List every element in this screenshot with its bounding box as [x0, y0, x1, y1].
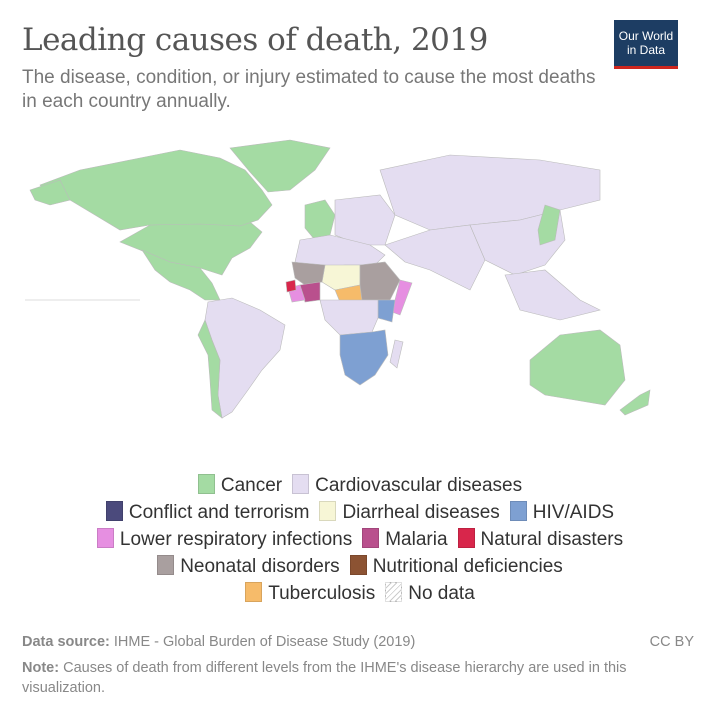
legend-label: Natural disasters	[480, 529, 624, 550]
legend-label: No data	[408, 583, 475, 604]
legend-item-neonatal[interactable]: Neonatal disorders	[157, 553, 340, 580]
legend-label: Lower respiratory infections	[119, 529, 353, 550]
legend-item-tuberculosis[interactable]: Tuberculosis	[245, 580, 375, 607]
legend-label: Neonatal disorders	[180, 556, 340, 577]
natural-disasters-swatch	[457, 528, 475, 548]
region-canada[interactable]	[229, 139, 331, 193]
region-kenya[interactable]	[377, 299, 396, 323]
legend-label: Diarrheal diseases	[342, 502, 500, 523]
legend-label: Tuberculosis	[268, 583, 376, 604]
region-somalia[interactable]	[391, 279, 413, 316]
legend-label: Malaria	[385, 529, 448, 550]
legend-label: Cardiovascular diseases	[315, 475, 523, 496]
region-western-europe[interactable]	[304, 199, 336, 241]
region-guinea[interactable]	[285, 279, 297, 293]
legend-label: Cancer	[220, 475, 283, 496]
chart-subtitle: The disease, condition, or injury estima…	[22, 67, 596, 112]
region-greenland[interactable]	[119, 221, 263, 276]
region-japan-korea[interactable]	[537, 204, 561, 246]
region-australia[interactable]	[529, 329, 626, 406]
legend-item-cancer[interactable]: Cancer	[197, 472, 283, 499]
legend-item-malaria[interactable]: Malaria	[362, 526, 448, 553]
legend-item-lri[interactable]: Lower respiratory infections	[96, 526, 353, 553]
region-canada[interactable]	[39, 149, 273, 231]
data-source: Data source: IHME - Global Burden of Dis…	[22, 634, 415, 650]
neonatal-swatch	[157, 555, 175, 575]
chart-title: Leading causes of death, 2019	[22, 22, 488, 58]
legend-label: HIV/AIDS	[532, 502, 615, 523]
hiv-swatch	[509, 501, 527, 521]
region-ethiopia-sudan[interactable]	[359, 261, 401, 301]
license-link[interactable]: CC BY	[649, 634, 694, 650]
legend-label: Conflict and terrorism	[128, 502, 310, 523]
region-southern-africa[interactable]	[339, 329, 389, 386]
world-map[interactable]	[0, 130, 720, 460]
region-west-africa[interactable]	[291, 261, 326, 286]
region-greenland[interactable]	[29, 179, 71, 206]
region-new-zealand[interactable]	[619, 389, 651, 416]
region-peru-chile[interactable]	[197, 319, 223, 419]
no-data-swatch	[385, 582, 403, 602]
conflict-swatch	[105, 501, 123, 521]
region-russia-central-asia[interactable]	[379, 154, 601, 231]
legend-item-no-data[interactable]: No data	[385, 580, 475, 607]
lri-swatch	[96, 528, 114, 548]
legend-item-hiv[interactable]: HIV/AIDS	[509, 499, 615, 526]
region-madagascar[interactable]	[389, 339, 404, 369]
malaria-swatch	[362, 528, 380, 548]
legend-item-nutritional[interactable]: Nutritional deficiencies	[349, 553, 563, 580]
nutritional-swatch	[349, 555, 367, 575]
tuberculosis-swatch	[245, 582, 263, 602]
legend-item-cardiovascular[interactable]: Cardiovascular diseases	[292, 472, 522, 499]
source-text[interactable]: IHME - Global Burden of Disease Study (2…	[109, 634, 416, 650]
diarrheal-swatch	[319, 501, 337, 521]
region-eastern-europe[interactable]	[334, 194, 396, 246]
legend-label: Nutritional deficiencies	[372, 556, 563, 577]
legend-item-conflict[interactable]: Conflict and terrorism	[105, 499, 310, 526]
legend: Cancer Cardiovascular diseases Conflict a…	[0, 472, 720, 607]
note-text: Causes of death from different levels fr…	[22, 660, 627, 696]
region-southeast-asia[interactable]	[504, 269, 601, 321]
region-central-africa[interactable]	[319, 299, 379, 336]
cardiovascular-swatch	[292, 474, 310, 494]
logo-line-1: Our World	[618, 29, 674, 43]
legend-item-natural-disasters[interactable]: Natural disasters	[457, 526, 624, 553]
region-greenland[interactable]	[141, 249, 221, 301]
legend-item-diarrheal[interactable]: Diarrheal diseases	[319, 499, 500, 526]
note-label: Note:	[22, 660, 60, 676]
region-middle-east-south-asia[interactable]	[384, 224, 486, 291]
cancer-swatch	[197, 474, 215, 494]
source-label: Data source:	[22, 634, 110, 650]
note: Note: Causes of death from different lev…	[22, 658, 662, 698]
owid-logo[interactable]: Our World in Data	[614, 20, 678, 69]
logo-line-2: in Data	[626, 43, 666, 57]
